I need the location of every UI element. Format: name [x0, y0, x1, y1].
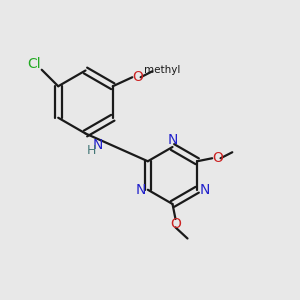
Text: O: O: [212, 151, 223, 165]
Text: N: N: [93, 138, 103, 152]
Text: N: N: [167, 134, 178, 147]
Text: H: H: [86, 145, 96, 158]
Text: O: O: [132, 70, 143, 84]
Text: O: O: [170, 217, 181, 231]
Text: N: N: [135, 183, 146, 197]
Text: N: N: [200, 183, 210, 197]
Text: methyl: methyl: [144, 65, 180, 75]
Text: Cl: Cl: [27, 57, 41, 71]
